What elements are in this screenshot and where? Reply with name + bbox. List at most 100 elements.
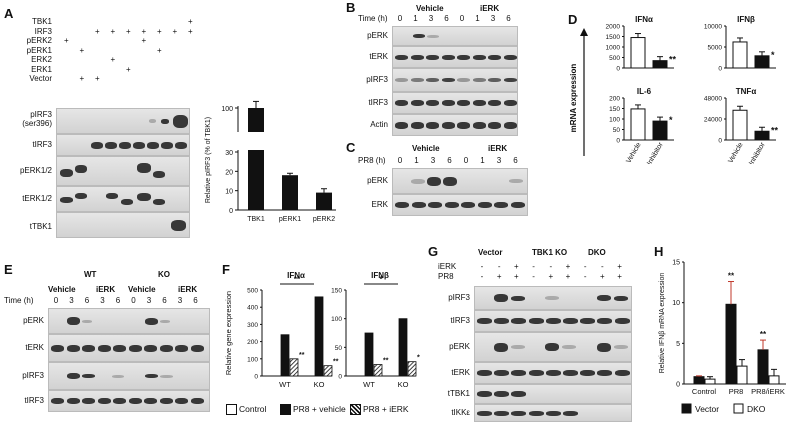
g-blot-terk-band <box>614 370 630 376</box>
e-blot-perk-band <box>145 317 158 325</box>
c-blot-perk-band <box>443 176 457 186</box>
panel-a-bar-chart: 0 10 20 30 100 TBK1 pERK1 pERK2 Relative pIRF3 (… <box>205 100 336 223</box>
panel-d-letter: D <box>568 12 578 27</box>
g-blot-label: tIRF3 <box>450 316 470 325</box>
panel-a-blot-perk12-band <box>153 171 165 178</box>
panel-a-row-label: pERK1 <box>26 45 52 55</box>
panel-f-letter: F <box>222 262 230 277</box>
b-blot-actin-band <box>426 121 439 129</box>
h-legend-swatch <box>733 403 744 414</box>
a-y-tick-label: 10 <box>225 189 233 196</box>
g-blot-terk-band <box>477 370 492 376</box>
e-time-tick: 3 <box>146 296 152 305</box>
g-blot-label: pERK <box>449 342 470 351</box>
d-y-tick-label: 100 <box>609 117 620 124</box>
a-y-axis-title: Relative pIRF3 (% of TBK1) <box>205 117 212 203</box>
f-chart-title: IFNα <box>287 271 305 280</box>
panel-a-blot-ttbk1-band <box>171 219 186 231</box>
panel-a-sign: + <box>110 26 116 36</box>
g-pr8-sign: - <box>480 272 484 281</box>
panel-d-mrna-axis: mRNA expression <box>569 28 588 156</box>
c-blot-label: ERK <box>371 200 388 209</box>
g-blot-tirf3-band <box>580 318 596 324</box>
panel-a-row-label: pERK2 <box>26 36 52 45</box>
c-blot-perk-band <box>509 179 523 183</box>
f-legend-swatch <box>226 404 237 415</box>
panel-h-letter: H <box>654 244 664 259</box>
e-time-tick: 3 <box>100 296 105 305</box>
b-blot-tirf3-band <box>426 100 439 106</box>
panel-a-blot-terk12-band <box>137 193 151 201</box>
g-blot-label: tERK <box>451 368 470 377</box>
g-ierk-sign: - <box>583 262 587 271</box>
a-y-tick-label: 0 <box>229 208 233 215</box>
c-time-tick: 6 <box>447 156 452 165</box>
b-blot-pirf3-band <box>503 78 517 82</box>
b-time-tick: 3 <box>428 14 434 23</box>
f-bar <box>398 318 408 377</box>
h-bar <box>757 349 769 385</box>
g-blot-label: tIKKε <box>451 408 470 417</box>
a-x-label: TBK1 <box>247 216 265 223</box>
a-bar <box>248 150 264 210</box>
b-blot-tirf3-band <box>410 100 424 106</box>
e-time-tick: 6 <box>115 296 121 305</box>
b-blot-terk-band <box>472 54 486 60</box>
b-blot-actin-band <box>395 121 408 129</box>
e-time-tick: 3 <box>69 296 74 305</box>
f-x-label: WT <box>279 380 291 389</box>
c-blot-erk-band <box>510 202 525 208</box>
e-blot-pirf3-band <box>160 374 173 378</box>
b-blot-label: tERK <box>369 52 388 61</box>
g-group-label: TBK1 KO <box>532 248 568 257</box>
c-time-tick: 0 <box>463 156 469 165</box>
b-group-vehicle: Vehicle <box>416 4 444 13</box>
f-bar <box>289 358 299 377</box>
c-time-tick: 0 <box>397 156 403 165</box>
b-blot-actin-band <box>441 121 455 129</box>
g-blot-terk-band <box>563 370 578 376</box>
c-blot-perk <box>392 168 528 194</box>
g-ierk-sign: + <box>565 262 571 271</box>
d-y-tick-label: 2000 <box>606 24 621 31</box>
f-legend-label: PR8 + iERK <box>363 404 409 414</box>
b-blot-pirf3-band <box>410 78 424 82</box>
a-bar-upper <box>248 108 264 132</box>
c-blot-erk-band <box>494 202 508 208</box>
f-y-tick-label: 400 <box>247 305 258 312</box>
b-blot-tirf3-band <box>395 100 408 106</box>
e-ierk-wt: iERK <box>96 285 116 294</box>
g-blot-pirf3 <box>474 286 632 310</box>
panel-b-letter: B <box>346 0 356 15</box>
h-y-tick-label: 0 <box>676 382 680 389</box>
g-pr8-sign: + <box>600 272 605 281</box>
panel-a-blot-tirf3-band <box>119 141 131 149</box>
b-blot-terk-band <box>488 54 501 60</box>
h-significance: ** <box>728 272 735 281</box>
b-time-label: Time (h) <box>358 14 388 23</box>
e-time-tick: 6 <box>84 296 90 305</box>
d-y-tick-label: 200 <box>609 96 620 103</box>
b-blot-actin-band <box>457 121 470 129</box>
panel-a-blot-label: tTBK1 <box>29 222 52 231</box>
panel-a-row-label: IRF3 <box>34 26 52 36</box>
h-y-axis-title: Relative IFNβ mRNA expression <box>659 273 666 374</box>
b-blot-label: pERK <box>367 31 388 40</box>
h-bar <box>704 378 716 385</box>
c-blot-erk-band <box>411 202 426 208</box>
g-blot-tikke-band <box>545 410 561 416</box>
panel-a-sign: + <box>141 36 147 45</box>
f-bar-significance: ** <box>333 359 339 366</box>
g-blot-tirf3 <box>474 310 632 332</box>
g-ierk-sign: - <box>497 262 501 271</box>
b-blot-actin-band <box>410 121 424 129</box>
f-bar <box>280 334 290 377</box>
e-blot-label: tIRF3 <box>24 396 44 405</box>
g-blot-pirf3-band <box>494 294 508 302</box>
e-time-tick: 3 <box>177 296 183 305</box>
h-y-tick-label: 15 <box>672 260 680 267</box>
d-significance: * <box>771 50 775 60</box>
e-blot-perk-band <box>82 319 92 323</box>
c-blot-erk-band <box>395 202 409 208</box>
